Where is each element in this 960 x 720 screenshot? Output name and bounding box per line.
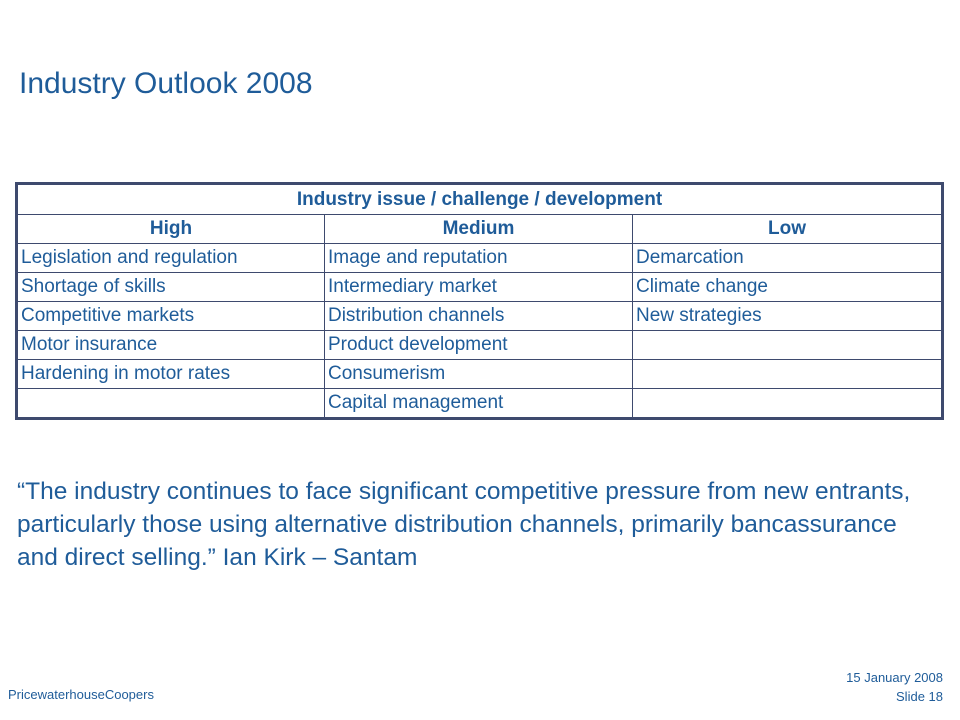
table-cell-medium: Consumerism (323, 359, 633, 389)
footer-slide-number: Slide 18 (896, 689, 943, 704)
column-header-high: High (16, 214, 325, 244)
quote-text: “The industry continues to face signific… (17, 478, 911, 571)
footer-info: 15 January 2008 Slide 18 (846, 668, 943, 706)
table-cell-low (631, 330, 944, 360)
table-cell-low: New strategies (631, 301, 944, 331)
table-row: Competitive markets Distribution channel… (16, 301, 944, 331)
industry-issues-table: Industry issue / challenge / development… (15, 182, 944, 420)
table-row: Motor insurance Product development (16, 330, 944, 360)
table-header-row: High Medium Low (16, 214, 944, 244)
table-cell-medium: Image and reputation (323, 243, 633, 273)
table-cell-low (631, 388, 944, 419)
table-row: Capital management (16, 388, 944, 419)
table-cell-high: Competitive markets (16, 301, 325, 331)
table-cell-low: Demarcation (631, 243, 944, 273)
table-cell-low: Climate change (631, 272, 944, 302)
table-cell-high: Legislation and regulation (16, 243, 325, 273)
table-row: Legislation and regulation Image and rep… (16, 243, 944, 273)
table-cell-medium: Intermediary market (323, 272, 633, 302)
column-header-low: Low (631, 214, 944, 244)
footer-company-name: PricewaterhouseCoopers (8, 687, 154, 702)
slide-title: Industry Outlook 2008 (19, 67, 313, 100)
table-cell-medium: Capital management (323, 388, 633, 419)
table-cell-high (16, 388, 325, 419)
table-cell-high: Motor insurance (16, 330, 325, 360)
table-cell-medium: Product development (323, 330, 633, 360)
table-row: Shortage of skills Intermediary market C… (16, 272, 944, 302)
table-row: Hardening in motor rates Consumerism (16, 359, 944, 389)
footer-date: 15 January 2008 (846, 670, 943, 685)
table-cell-high: Hardening in motor rates (16, 359, 325, 389)
table-cell-high: Shortage of skills (16, 272, 325, 302)
table-cell-medium: Distribution channels (323, 301, 633, 331)
table-cell-low (631, 359, 944, 389)
column-header-medium: Medium (323, 214, 633, 244)
table-title: Industry issue / challenge / development (16, 183, 943, 215)
table-title-row: Industry issue / challenge / development (16, 183, 943, 215)
